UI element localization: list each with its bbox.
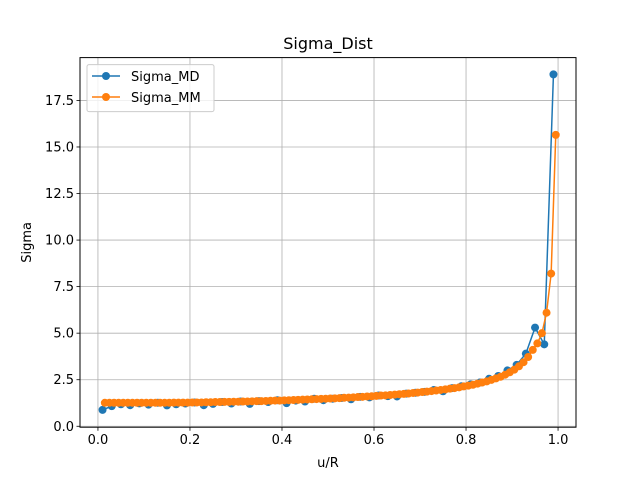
- x-tick-label: 0.8: [456, 433, 477, 448]
- series-sigma-mm: [100, 130, 560, 407]
- y-tick-label: 15.0: [45, 140, 74, 155]
- y-axis-label: Sigma: [20, 222, 35, 263]
- legend-label-sigma-mm: Sigma_MM: [131, 91, 201, 106]
- data-point-sigma-mm: [519, 358, 528, 367]
- x-tick-label: 1.0: [548, 433, 569, 448]
- x-axis-label: u/R: [317, 456, 339, 471]
- y-tick-label: 5.0: [53, 327, 74, 342]
- y-tick-label: 2.5: [53, 373, 74, 388]
- x-tick-label: 0.2: [180, 433, 201, 448]
- data-point-sigma-mm: [542, 308, 551, 317]
- legend-marker-sigma-md: [102, 72, 110, 80]
- plot-series: [98, 70, 560, 414]
- grid: [80, 57, 576, 428]
- x-tick-label: 0.6: [364, 433, 385, 448]
- y-tick-label: 7.5: [53, 280, 74, 295]
- data-point-sigma-md: [531, 323, 540, 332]
- data-point-sigma-mm: [533, 339, 542, 348]
- axis-ticks: 0.0 0.2 0.4 0.6 0.8 1.0 0.0 2.5 5.0 7.5 10.0 12.5 15…: [45, 94, 568, 448]
- chart-title: Sigma_Dist: [283, 34, 373, 54]
- plot-frame: [79, 57, 577, 428]
- y-tick-label: 12.5: [45, 187, 74, 202]
- legend: Sigma_MD Sigma_MM: [86, 64, 215, 113]
- data-point-sigma-md: [98, 405, 107, 414]
- data-point-sigma-mm: [528, 345, 537, 354]
- data-point-sigma-mm: [524, 353, 533, 361]
- data-point-sigma-md: [549, 70, 558, 79]
- x-tick-label: 0.0: [88, 433, 109, 448]
- data-point-sigma-mm: [551, 130, 560, 139]
- y-tick-label: 17.5: [45, 94, 74, 109]
- x-tick-label: 0.4: [272, 433, 293, 448]
- legend-label-sigma-md: Sigma_MD: [131, 70, 199, 85]
- data-point-sigma-mm: [547, 269, 556, 278]
- data-point-sigma-mm: [537, 329, 546, 338]
- y-tick-label: 10.0: [45, 234, 74, 249]
- y-tick-label: 0.0: [53, 420, 74, 435]
- data-point-sigma-md: [540, 340, 549, 349]
- legend-marker-sigma-mm: [102, 93, 110, 101]
